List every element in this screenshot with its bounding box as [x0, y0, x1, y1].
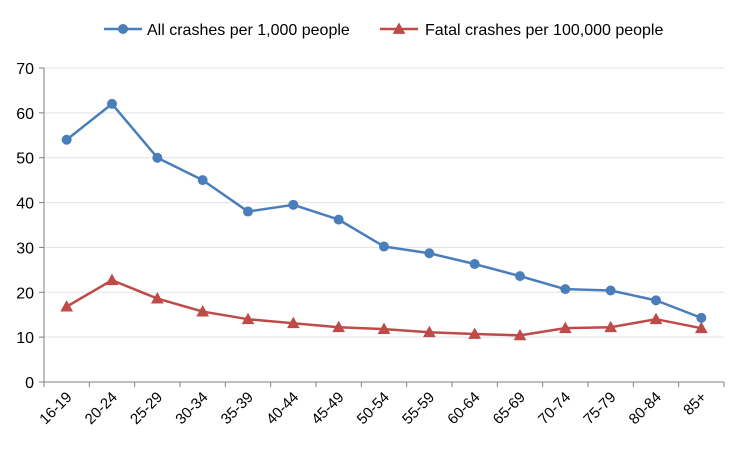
data-point: [196, 305, 210, 317]
x-tick-label: 20-24: [82, 389, 121, 428]
series-line: [65, 102, 702, 320]
data-point: [469, 259, 480, 270]
data-point: [197, 175, 208, 186]
x-tick-label: 35-39: [218, 389, 257, 428]
data-point: [243, 206, 253, 217]
series-1: [61, 98, 707, 323]
legend-marker: [392, 22, 406, 34]
y-tick-label: 10: [16, 330, 34, 347]
x-tick-label: 40-44: [263, 389, 302, 428]
series-2: [60, 273, 708, 341]
data-point: [424, 248, 435, 259]
data-point: [377, 322, 391, 334]
data-point: [107, 98, 117, 109]
x-tick-label: 75-79: [580, 389, 619, 428]
legend-item: All crashes per 1,000 people: [104, 22, 350, 39]
data-point: [288, 199, 299, 210]
x-tick-label: 80-84: [626, 389, 665, 428]
data-point: [604, 320, 618, 333]
data-point: [241, 312, 255, 325]
legend: All crashes per 1,000 people Fatal crashe…: [104, 22, 663, 39]
data-point: [379, 241, 389, 252]
legend-marker: [118, 24, 128, 34]
data-point: [286, 316, 300, 329]
x-tick-label: 60-64: [444, 389, 483, 428]
data-point: [515, 271, 525, 282]
data-point: [61, 134, 72, 145]
x-tick-label: 70-74: [535, 389, 574, 428]
gridlines: [44, 67, 724, 338]
x-tick-label: 25-29: [127, 389, 166, 428]
legend-item: Fatal crashes per 100,000 people: [380, 22, 663, 39]
data-point: [513, 328, 527, 341]
y-tick-label: 40: [16, 196, 34, 213]
x-tick-label: 50-54: [354, 389, 393, 428]
x-tick-label: 30-34: [172, 389, 211, 428]
data-point: [422, 325, 436, 338]
x-tick-label: 55-59: [399, 389, 438, 428]
x-tick-label: 65-69: [490, 389, 529, 428]
legend-label: Fatal crashes per 100,000 people: [425, 22, 663, 39]
data-point: [694, 321, 708, 334]
data-point: [560, 284, 571, 295]
data-point: [651, 295, 661, 306]
y-tick-label: 20: [16, 285, 34, 302]
data-point: [696, 312, 707, 323]
legend-label: All crashes per 1,000 people: [147, 22, 350, 39]
data-point: [60, 300, 74, 312]
data-point: [649, 312, 663, 325]
x-tick-label: 85+: [680, 389, 710, 419]
data-point: [558, 321, 572, 334]
data-point: [332, 320, 346, 333]
y-tick-label: 70: [16, 61, 34, 78]
y-tick-label: 60: [16, 106, 34, 123]
y-tick-label: 0: [25, 375, 34, 392]
y-tick-label: 50: [16, 151, 34, 168]
series-group: [60, 98, 708, 341]
data-point: [333, 214, 344, 225]
data-point: [468, 327, 482, 339]
data-point: [105, 273, 119, 286]
data-point: [605, 285, 616, 296]
x-tick-label: 45-49: [308, 389, 347, 428]
data-point: [152, 152, 163, 163]
y-tick-label: 30: [16, 240, 34, 257]
x-tick-label: 16-19: [36, 389, 75, 428]
data-point: [150, 292, 164, 304]
